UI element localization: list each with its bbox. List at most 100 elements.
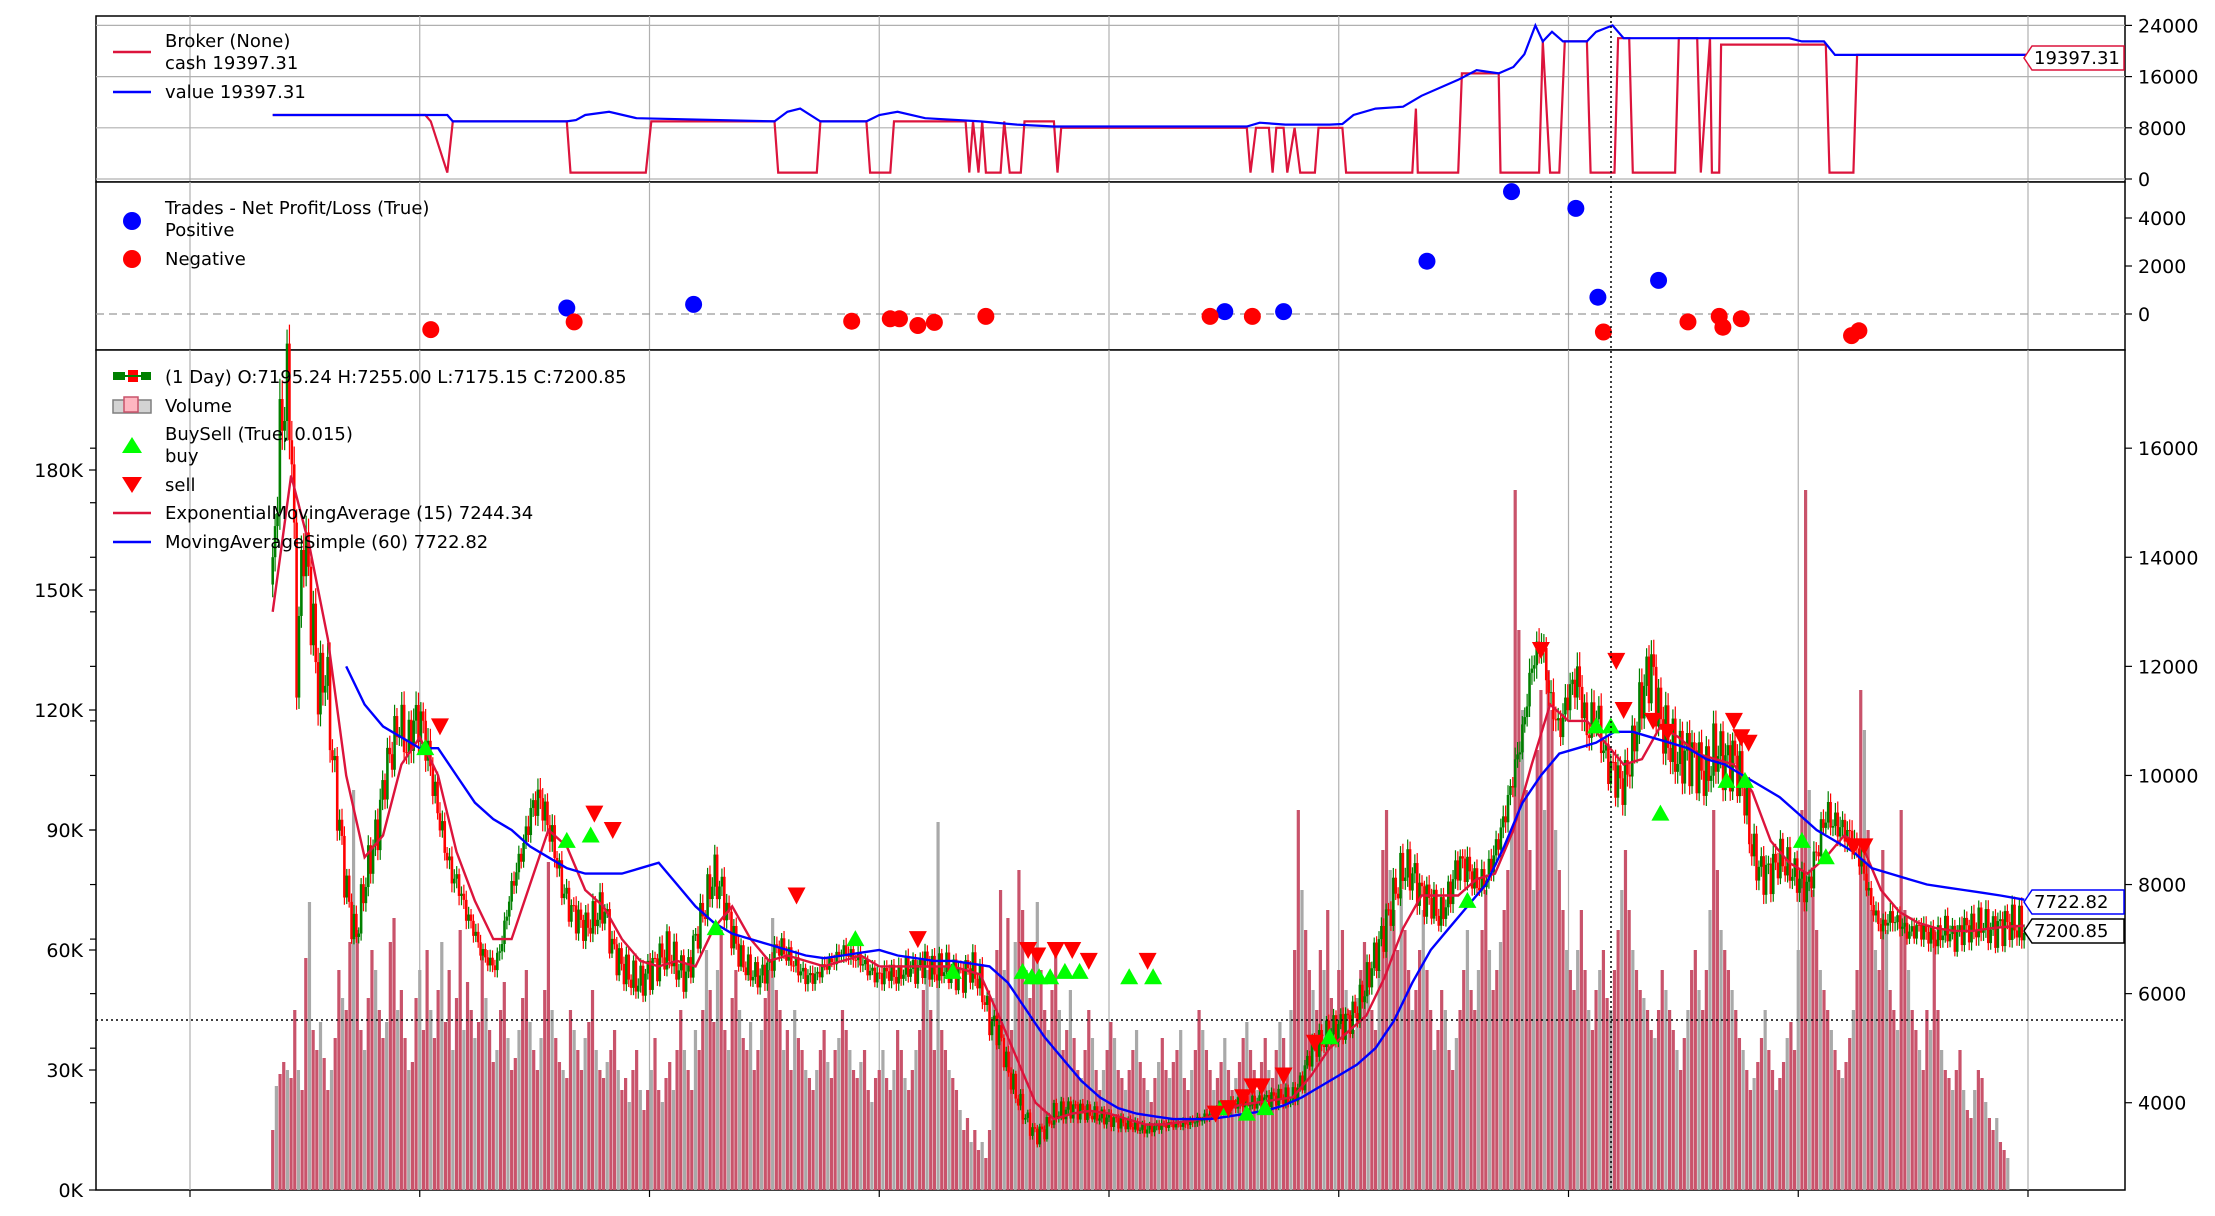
- candle-body: [1991, 916, 1995, 930]
- volume-bar: [943, 1050, 948, 1190]
- candle-body: [1432, 889, 1436, 919]
- candle-body: [1026, 1112, 1030, 1118]
- candle-body: [1604, 744, 1608, 751]
- candle-body: [1908, 931, 1911, 939]
- negative-trade-point: [1714, 318, 1732, 336]
- buy-marker: [1458, 891, 1477, 908]
- candle-body: [376, 819, 380, 851]
- candle-body: [1279, 1088, 1283, 1100]
- candle-body: [1401, 852, 1405, 882]
- buy-legend-label: buy: [165, 446, 199, 467]
- candle-body: [644, 973, 647, 996]
- candle-body: [436, 781, 439, 814]
- price-y-tick-label: 14000: [2138, 547, 2198, 569]
- candle-body: [1900, 926, 1904, 929]
- candle-body: [591, 901, 595, 934]
- volume-bar: [289, 1078, 293, 1190]
- candle-body: [1346, 1013, 1350, 1016]
- candle-body: [1043, 1129, 1046, 1140]
- positive-trade-point: [1275, 303, 1293, 321]
- candle-body: [916, 965, 920, 984]
- candle-body: [515, 872, 518, 886]
- candle-body: [1621, 778, 1625, 805]
- volume-bar: [421, 1030, 426, 1190]
- candle-body: [316, 662, 320, 715]
- candle-body: [1258, 1095, 1261, 1103]
- volume-bar: [1094, 1070, 1098, 1190]
- volume-bar: [1693, 950, 1697, 1190]
- volume-y-tick-label: 180K: [34, 460, 83, 482]
- volume-bar: [715, 970, 720, 1190]
- volume-bar: [1076, 1070, 1080, 1190]
- candle-body: [1470, 871, 1474, 889]
- volume-bar: [587, 1022, 591, 1190]
- candle-body: [1036, 1128, 1039, 1145]
- candle-body: [350, 901, 353, 940]
- sell-marker: [1252, 1078, 1271, 1096]
- candle-body: [1640, 682, 1644, 719]
- candle-body: [1585, 702, 1589, 736]
- buy-marker: [1237, 1104, 1256, 1121]
- volume-bar: [601, 1078, 606, 1190]
- candle-body: [1468, 856, 1472, 872]
- candle-body: [1544, 647, 1548, 681]
- candle-body: [505, 916, 509, 921]
- candle-body: [885, 967, 889, 972]
- volume-bar: [311, 1030, 315, 1190]
- volume-bar: [1009, 1030, 1014, 1190]
- volume-bar: [1226, 1070, 1231, 1190]
- candle-body: [1516, 754, 1519, 760]
- candle-body: [942, 972, 946, 977]
- volume-bar: [1377, 970, 1381, 1190]
- candle-body: [2008, 922, 2012, 940]
- volume-bar: [837, 1038, 841, 1190]
- candle-body: [1556, 718, 1560, 721]
- volume-bar: [1969, 1118, 1973, 1190]
- volume-bar: [1498, 942, 1503, 1190]
- broker-y-tick-label: 8000: [2138, 118, 2186, 140]
- candle-body: [572, 905, 576, 907]
- volume-bar: [877, 1070, 881, 1190]
- negative-trade-point: [843, 312, 861, 330]
- volume-bar: [1778, 1078, 1782, 1190]
- candle-body: [1019, 1093, 1022, 1106]
- candle-body: [1748, 787, 1751, 845]
- candle-body: [486, 957, 490, 966]
- candle-body: [1834, 812, 1837, 827]
- candle-body: [1614, 762, 1617, 798]
- sell-legend-marker: [122, 477, 142, 493]
- volume-bar: [1745, 1070, 1749, 1190]
- candle-body: [861, 964, 865, 966]
- price-legend: (1 Day) O:7195.24 H:7255.00 L:7175.15 C:…: [112, 367, 627, 553]
- volume-bar: [1168, 1078, 1172, 1190]
- candle-body: [1998, 919, 2002, 922]
- candle-body: [842, 945, 846, 956]
- volume-bar: [1561, 910, 1565, 1190]
- broker-y-tick-label: 0: [2138, 169, 2150, 191]
- volume-bar: [730, 998, 734, 1190]
- candle-body: [1955, 930, 1959, 952]
- candle-body: [1461, 856, 1464, 859]
- candle-body: [1970, 913, 1973, 943]
- volume-bar: [804, 1070, 808, 1190]
- candle-body: [1114, 1117, 1118, 1119]
- candle-body: [2020, 905, 2024, 941]
- volume-bar: [1462, 970, 1466, 1190]
- candle-body: [706, 874, 709, 920]
- volume-bar: [392, 918, 396, 1190]
- broker-panel: 24000 16000 8000 0 Broker (None) cash 19397…: [95, 15, 2198, 191]
- candle-body: [1800, 871, 1804, 879]
- candle-body: [285, 343, 289, 421]
- candle-body: [1067, 1101, 1070, 1110]
- candle-body: [366, 845, 370, 888]
- candle-body: [1184, 1121, 1187, 1125]
- candle-body: [1399, 852, 1402, 899]
- candle-body: [455, 874, 458, 879]
- volume-bar: [987, 1130, 992, 1190]
- volume-bar: [1256, 1090, 1260, 1190]
- volume-bar: [1528, 850, 1532, 1190]
- volume-bar: [873, 1078, 878, 1190]
- volume-bar: [1829, 1030, 1833, 1190]
- candle-body: [1389, 909, 1393, 926]
- candle-body: [1377, 939, 1381, 971]
